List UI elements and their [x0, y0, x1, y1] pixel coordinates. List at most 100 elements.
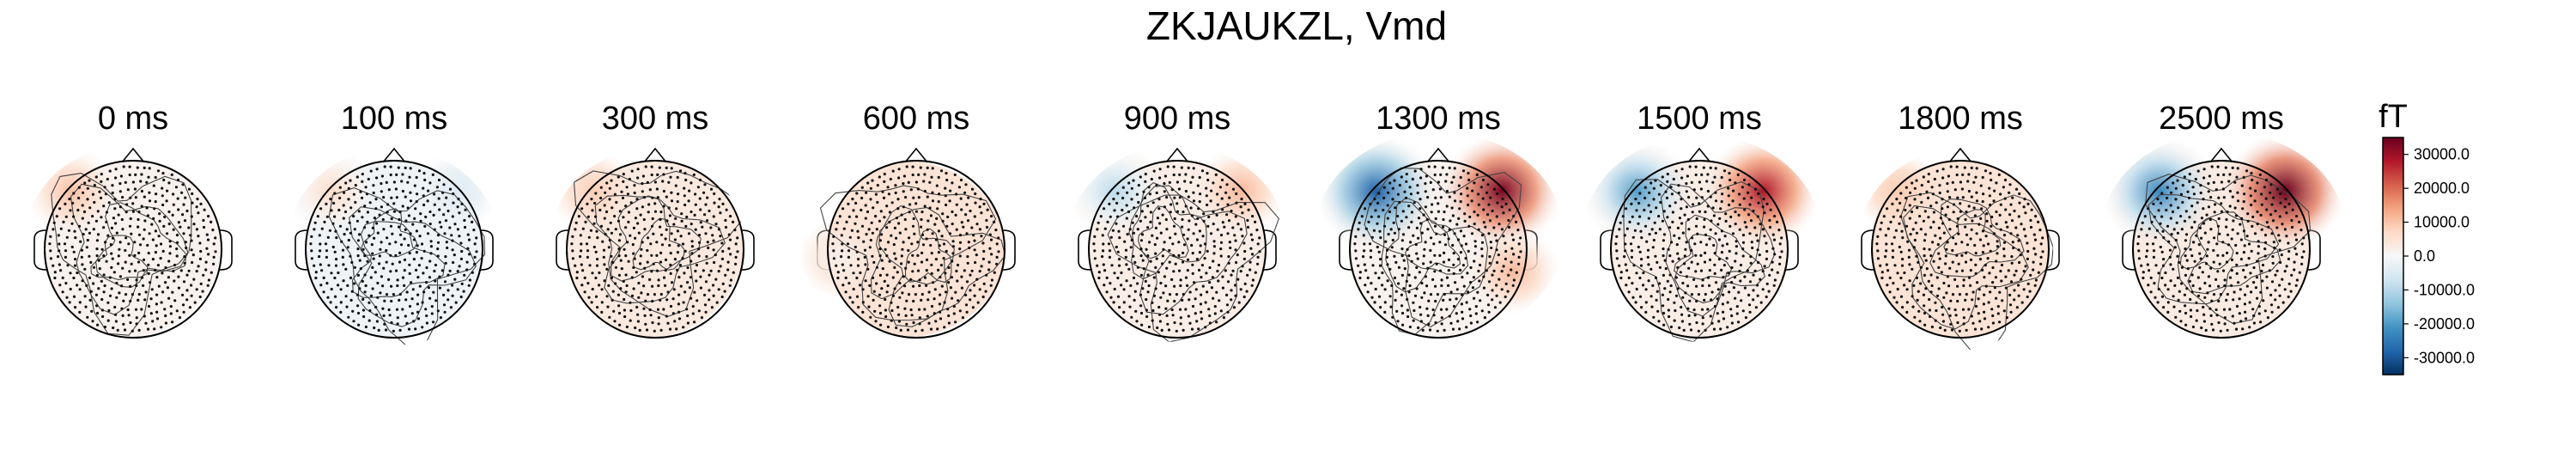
sensor: [147, 263, 150, 266]
sensor: [1923, 233, 1928, 236]
sensor: [145, 206, 149, 210]
sensor: [598, 208, 602, 212]
sensor: [995, 255, 999, 259]
sensor: [914, 210, 918, 213]
sensor: [1742, 178, 1747, 182]
sensor: [840, 255, 843, 259]
sensor: [105, 220, 108, 223]
sensor: [2279, 260, 2282, 265]
sensor: [395, 308, 399, 311]
sensor: [1934, 319, 1937, 322]
sensor: [375, 168, 379, 171]
sensor: [1500, 205, 1504, 209]
sensor: [1917, 309, 1921, 313]
sensor: [1759, 223, 1762, 226]
sensor: [965, 232, 969, 235]
sensor: [883, 180, 886, 183]
sensor: [376, 296, 380, 299]
sensor: [185, 209, 189, 213]
sensor: [2236, 167, 2239, 170]
sensor: [2230, 237, 2233, 241]
sensor: [438, 275, 441, 278]
sensor: [326, 296, 330, 299]
sensor: [182, 203, 185, 206]
sensor: [1915, 231, 1918, 235]
sensor: [1470, 232, 1474, 235]
sensor: [1458, 327, 1461, 331]
sensor: [198, 257, 202, 260]
sensor: [1756, 215, 1759, 218]
sensor: [1148, 241, 1151, 244]
sensor: [2246, 219, 2250, 223]
sensor: [895, 217, 898, 220]
sensor: [1988, 194, 1991, 198]
sensor: [2180, 266, 2184, 269]
sensor: [885, 290, 889, 294]
sensor: [2207, 205, 2210, 209]
sensor: [356, 247, 360, 251]
sensor: [1939, 326, 1942, 330]
sensor: [1141, 259, 1145, 262]
sensor: [1649, 267, 1653, 271]
sensor: [358, 287, 361, 290]
sensor: [184, 196, 187, 199]
sensor: [124, 293, 128, 296]
sensor: [960, 286, 963, 290]
sensor: [2260, 203, 2263, 206]
sensor: [2294, 238, 2299, 241]
sensor: [1226, 280, 1230, 284]
sensor: [728, 284, 732, 287]
sensor: [1891, 255, 1894, 259]
sensor: [1426, 266, 1430, 270]
sensor: [1980, 207, 1984, 211]
sensor: [1168, 293, 1172, 296]
sensor: [94, 175, 98, 179]
sensor: [2195, 301, 2198, 304]
sensor: [81, 204, 84, 207]
sensor: [1677, 257, 1680, 260]
sensor: [385, 180, 388, 184]
sensor: [671, 312, 675, 315]
sensor: [974, 192, 977, 196]
sensor: [332, 201, 336, 205]
sensor: [1651, 284, 1655, 287]
sensor: [1424, 205, 1427, 209]
sensor: [2010, 255, 2014, 259]
sensor: [668, 214, 672, 217]
sensor: [1688, 322, 1692, 326]
sensor: [904, 196, 908, 199]
sensor: [1382, 208, 1385, 212]
sensor: [1642, 284, 1645, 287]
sensor: [91, 320, 94, 323]
sensor: [835, 228, 838, 231]
sensor: [1989, 249, 1992, 253]
sensor: [1507, 225, 1511, 229]
sensor: [920, 328, 924, 332]
sensor: [1121, 186, 1125, 189]
sensor: [1153, 243, 1157, 247]
sensor: [974, 201, 977, 205]
sensor: [2263, 247, 2267, 251]
sensor: [919, 166, 922, 169]
sensor: [110, 252, 113, 255]
sensor: [1228, 196, 1231, 199]
sensor: [1669, 284, 1673, 288]
sensor: [847, 255, 851, 259]
sensor: [897, 168, 901, 171]
sensor: [143, 228, 146, 231]
sensor: [912, 217, 915, 221]
sensor: [1363, 263, 1366, 266]
sensor: [1132, 231, 1135, 235]
sensor: [436, 234, 440, 237]
sensor: [1174, 262, 1177, 266]
sensor: [2225, 260, 2229, 264]
sensor: [736, 236, 739, 240]
sensor: [2256, 259, 2259, 263]
sensor: [1139, 311, 1144, 315]
sensor: [1130, 186, 1133, 190]
sensor: [638, 328, 641, 332]
sensor: [429, 240, 433, 243]
sensor: [920, 251, 924, 254]
sensor: [95, 304, 99, 308]
sensor: [154, 200, 157, 204]
